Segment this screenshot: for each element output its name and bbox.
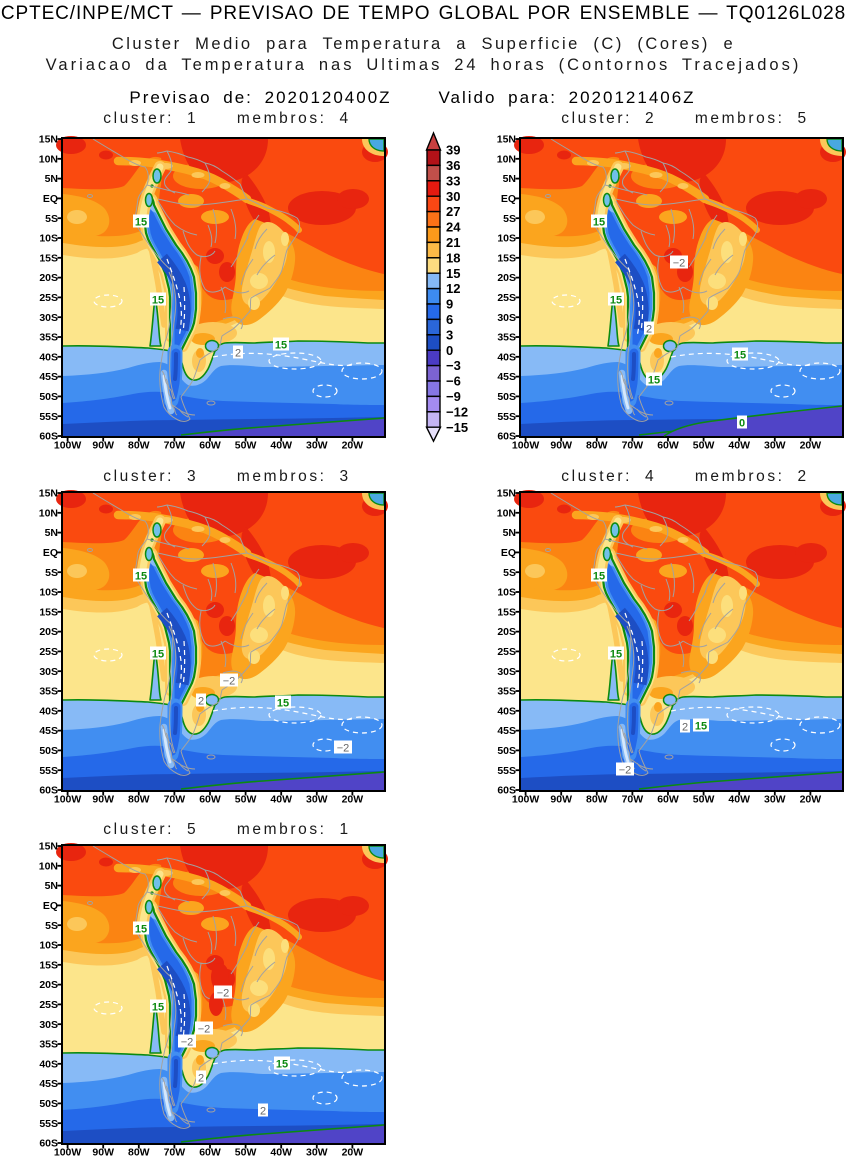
svg-text:30: 30 [446, 189, 460, 204]
svg-text:−15: −15 [446, 420, 468, 435]
svg-text:0: 0 [446, 343, 453, 358]
svg-text:3: 3 [446, 327, 453, 342]
svg-text:−6: −6 [446, 374, 461, 389]
svg-text:36: 36 [446, 158, 460, 173]
svg-text:12: 12 [446, 281, 460, 296]
svg-text:39: 39 [446, 143, 460, 158]
svg-text:18: 18 [446, 250, 460, 265]
svg-text:9: 9 [446, 297, 453, 312]
svg-text:27: 27 [446, 204, 460, 219]
svg-text:24: 24 [446, 220, 461, 235]
svg-text:−12: −12 [446, 404, 468, 419]
svg-text:21: 21 [446, 235, 460, 250]
svg-text:33: 33 [446, 173, 460, 188]
svg-text:−3: −3 [446, 358, 461, 373]
svg-text:−9: −9 [446, 389, 461, 404]
svg-text:15: 15 [446, 266, 460, 281]
svg-text:6: 6 [446, 312, 453, 327]
